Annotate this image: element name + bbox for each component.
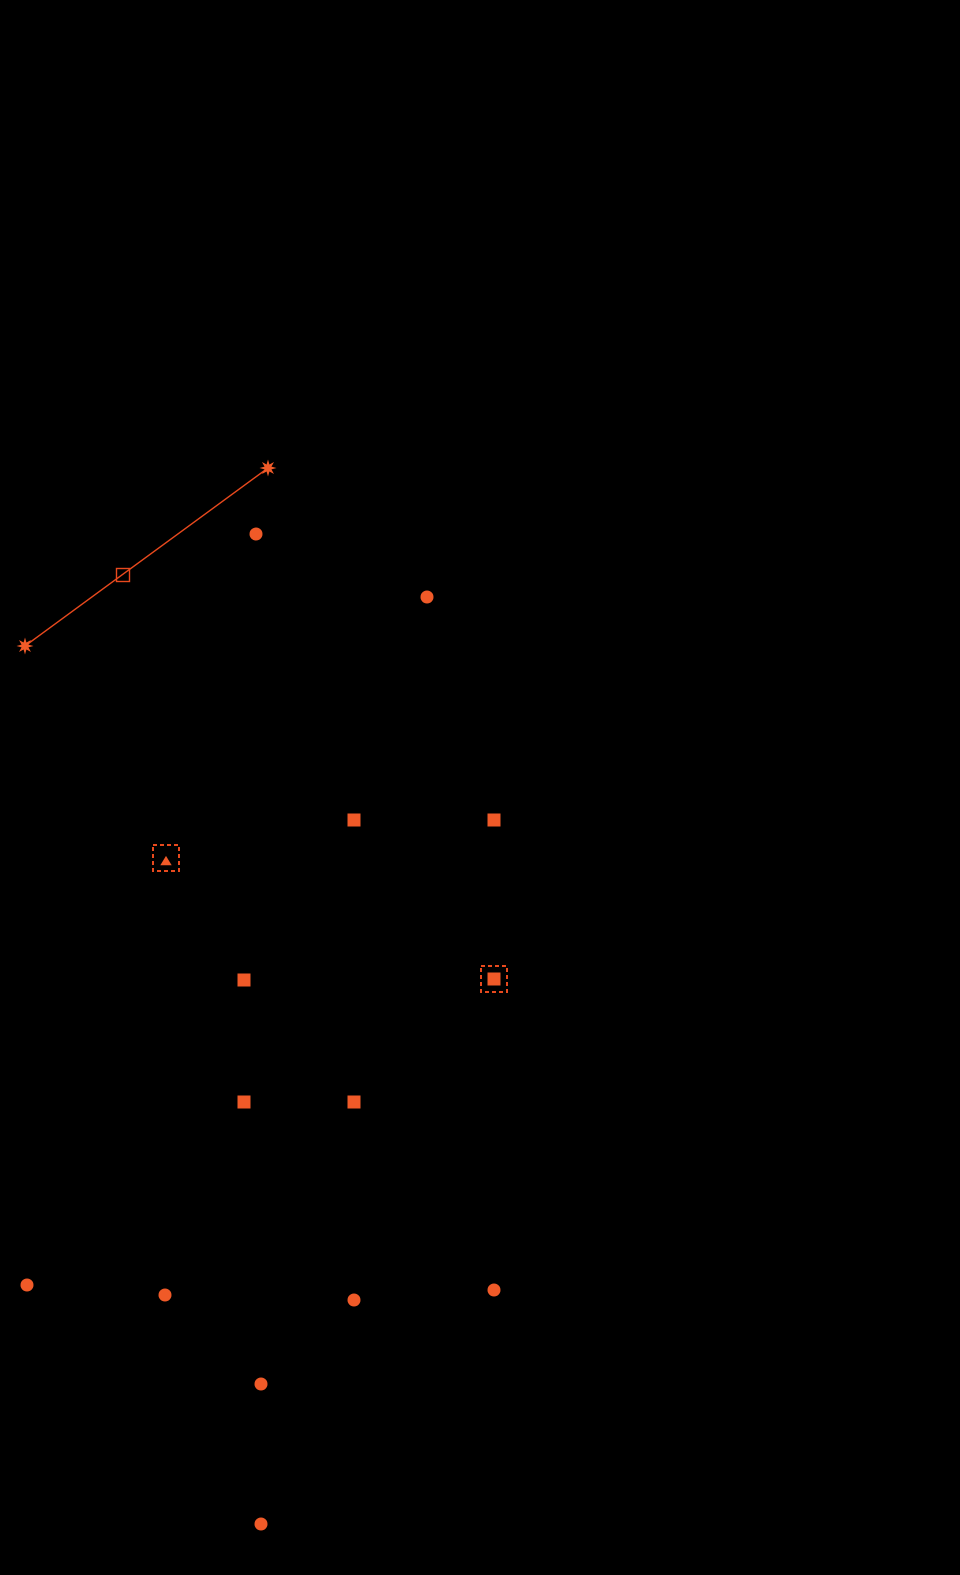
marker-group — [16, 459, 501, 1531]
marker-circles-1[interactable] — [419, 589, 435, 605]
data-point-square — [347, 1095, 361, 1109]
connector-line-group — [24, 467, 269, 647]
marker-squares-1[interactable] — [486, 812, 502, 828]
marker-star-endpoints-0[interactable] — [17, 638, 34, 655]
marker-circles-6[interactable] — [253, 1376, 269, 1392]
marker-squares-0[interactable] — [346, 812, 362, 828]
connector-line — [24, 467, 269, 647]
selection-box-group — [152, 844, 508, 993]
data-point-square — [347, 813, 361, 827]
marker-star-endpoints-1[interactable] — [260, 460, 277, 477]
data-point-square — [487, 972, 501, 986]
selection-triangle[interactable] — [153, 845, 179, 871]
data-point-circle — [254, 1377, 268, 1391]
data-point-star — [16, 637, 34, 655]
marker-open-square-waypoint-0[interactable] — [115, 567, 131, 583]
data-point-circle — [249, 527, 263, 541]
selection-square[interactable] — [481, 966, 507, 992]
marker-squares-2[interactable] — [236, 972, 252, 988]
marker-squares-5[interactable] — [346, 1094, 362, 1110]
data-point-circle — [487, 1283, 501, 1297]
data-point-star — [259, 459, 277, 477]
data-point-triangle — [160, 855, 172, 866]
marker-circles-5[interactable] — [486, 1282, 502, 1298]
marker-circles-7[interactable] — [253, 1516, 269, 1532]
selection-square-box — [480, 965, 508, 993]
marker-circles-2[interactable] — [19, 1277, 35, 1293]
data-point-circle — [420, 590, 434, 604]
data-point-circle — [347, 1293, 361, 1307]
marker-circles-4[interactable] — [346, 1292, 362, 1308]
marker-circles-3[interactable] — [157, 1287, 173, 1303]
data-point-square — [487, 813, 501, 827]
selection-triangle-box — [152, 844, 180, 872]
data-point-circle — [158, 1288, 172, 1302]
data-point-square-open — [115, 567, 131, 583]
data-point-circle — [20, 1278, 34, 1292]
marker-circles-0[interactable] — [248, 526, 264, 542]
data-point-square — [237, 973, 251, 987]
data-point-circle — [254, 1517, 268, 1531]
data-point-square — [237, 1095, 251, 1109]
marker-squares-4[interactable] — [236, 1094, 252, 1110]
